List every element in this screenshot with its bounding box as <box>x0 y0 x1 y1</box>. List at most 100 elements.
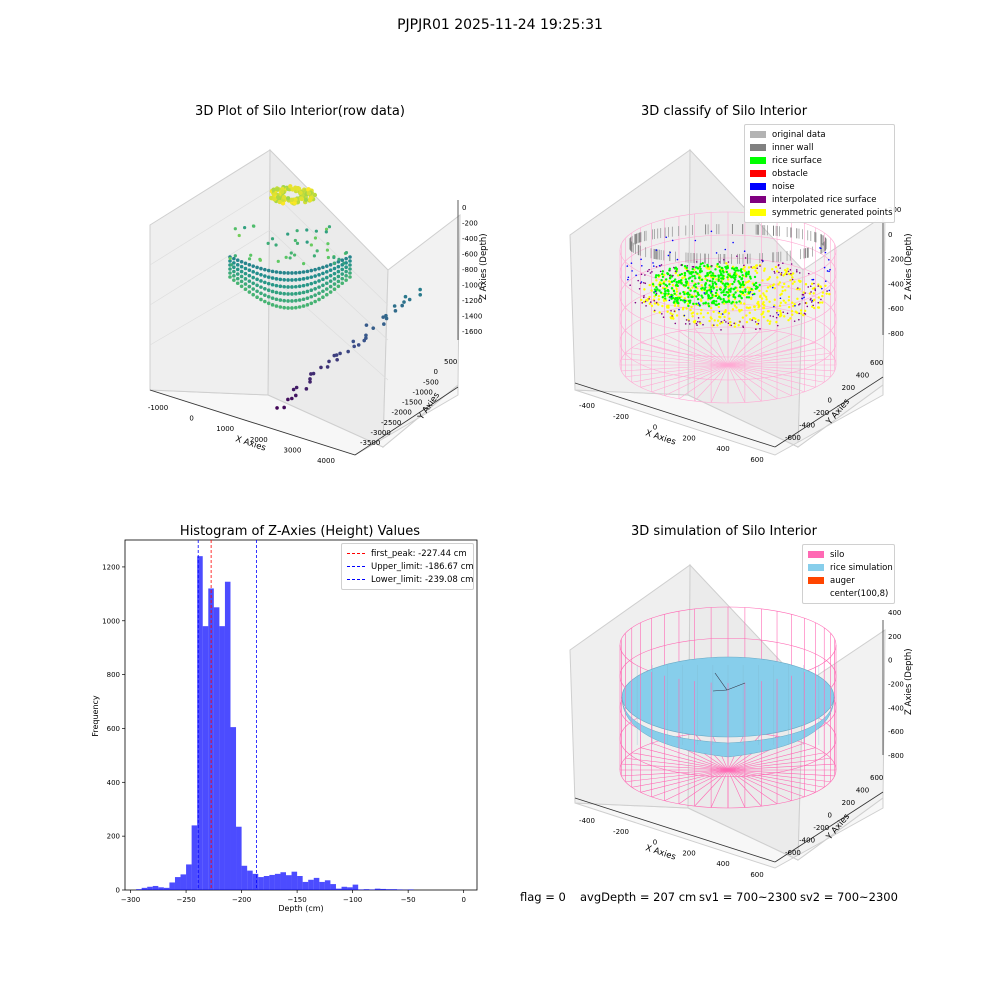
plot2-interp-point <box>711 264 713 267</box>
plot2-x-tick-label: -200 <box>613 413 629 421</box>
plot1-point <box>364 333 368 338</box>
plot2-rice-point <box>668 295 672 299</box>
plot2-z-label: Z Axies (Depth) <box>904 233 914 300</box>
plot1-point <box>288 184 293 189</box>
plot4-y-tick-label: 600 <box>870 774 883 782</box>
plot2-noise-point <box>684 299 686 301</box>
legend-line <box>347 566 365 567</box>
plot1-point <box>294 271 298 275</box>
plot1-point <box>296 186 302 191</box>
plot1-point <box>270 296 275 300</box>
plot2-symmetric-point <box>808 292 812 295</box>
silo-floor-spoke <box>727 352 831 366</box>
plot2-rice-point <box>678 273 682 277</box>
plot1-point <box>259 279 263 283</box>
histogram-bar <box>224 581 231 890</box>
plot2-interp-point <box>688 320 690 322</box>
silo-floor-spoke <box>727 347 825 366</box>
plot2-symmetric-point <box>691 315 694 318</box>
plot1-point <box>289 197 295 203</box>
plot1-point <box>263 267 267 272</box>
plot2-interp-point <box>668 274 671 277</box>
plot2-symmetric-point <box>670 317 673 320</box>
histogram-y-tick-label: 200 <box>107 833 120 841</box>
plot2-rice-point <box>689 276 692 279</box>
plot2-symmetric-point <box>787 295 791 299</box>
histogram-bar <box>169 882 175 890</box>
plot2-rice-point <box>755 287 758 290</box>
plot1-point <box>309 294 314 299</box>
plot2-rice-point <box>695 302 698 305</box>
histogram-bar <box>291 871 298 890</box>
plot1-point <box>319 365 323 370</box>
silo-floor-spoke <box>727 364 778 400</box>
plot2-rice-point <box>691 275 694 278</box>
plot2-symmetric-point <box>757 319 760 322</box>
plot2-interp-point <box>778 271 780 274</box>
plot2-rice-point <box>737 294 741 298</box>
plot1-point <box>235 281 240 286</box>
plot2-symmetric-point <box>766 278 769 281</box>
plot2-noise-point <box>631 270 633 272</box>
histogram-bar <box>374 888 381 890</box>
plot1-point <box>286 306 290 310</box>
plot1-point <box>271 187 276 192</box>
plot2-rice-point <box>730 267 734 270</box>
plot4-z-tick-label: -200 <box>888 681 904 689</box>
silo-floor-spoke <box>727 747 816 771</box>
plot2-symmetric-point <box>794 310 798 313</box>
plot2-interp-point <box>793 320 796 322</box>
plot1-point <box>407 297 412 302</box>
plot2-symmetric-point <box>768 300 771 304</box>
plot1-point <box>301 277 306 281</box>
silo-floor-spoke <box>678 330 729 366</box>
plot4-z-label: Z Axies (Depth) <box>904 648 914 715</box>
plot1-point <box>239 284 244 289</box>
plot4-y-tick-label: 400 <box>856 787 869 795</box>
legend-swatch <box>750 196 766 203</box>
plot2-rice-point <box>680 282 683 285</box>
plot4-z-tick-label: 200 <box>888 633 901 641</box>
plot1-point <box>295 241 300 245</box>
plot1-point <box>270 276 275 280</box>
plot2-symmetric-point <box>752 317 755 320</box>
plot2-rice-point <box>739 286 742 289</box>
plot2-symmetric-point <box>784 301 787 304</box>
plot2-symmetric-point <box>754 269 757 273</box>
plot2-symmetric-point <box>755 271 759 275</box>
plot1-point <box>324 281 329 286</box>
plot2-x-tick-label: 200 <box>682 434 695 442</box>
legend-item-lower-limit: Lower_limit: -239.08 cm <box>347 573 473 586</box>
plot2-interp-point <box>629 284 631 287</box>
plot1-point <box>288 256 292 260</box>
plot1-point <box>290 396 294 401</box>
plot2-symmetric-point <box>737 324 740 327</box>
plot2-rice-point <box>684 278 688 281</box>
legend-line <box>347 553 365 554</box>
plot1-point <box>335 358 339 362</box>
plot2-rice-point <box>722 271 725 274</box>
histogram-chart[interactable]: −300 −250 −200 −150 −100 −50 0 0 200 400 600 800 10… <box>80 530 500 925</box>
plot2-noise-point <box>718 310 721 313</box>
plot2-interp-point <box>673 266 675 269</box>
histogram-bar <box>180 874 187 890</box>
plot2-interp-point <box>798 272 801 274</box>
plot2-rice-point <box>720 291 723 294</box>
silo-floor-spoke <box>710 769 729 808</box>
plot1-axes-panes <box>149 148 461 456</box>
plot1-point <box>305 276 310 280</box>
silo-floor-spoke <box>727 364 792 397</box>
plot2-interp-point <box>759 265 761 267</box>
plot1-point <box>324 264 329 268</box>
plot2-symmetric-point <box>657 294 661 298</box>
plot2-rice-point <box>698 265 702 268</box>
plot2-rice-point <box>740 277 744 280</box>
plot2-rice-point <box>722 299 726 302</box>
plot1-point <box>305 228 309 232</box>
plot1-point <box>340 267 345 272</box>
silo-floor-spoke <box>727 327 746 366</box>
plot2-symmetric-point <box>736 289 739 292</box>
